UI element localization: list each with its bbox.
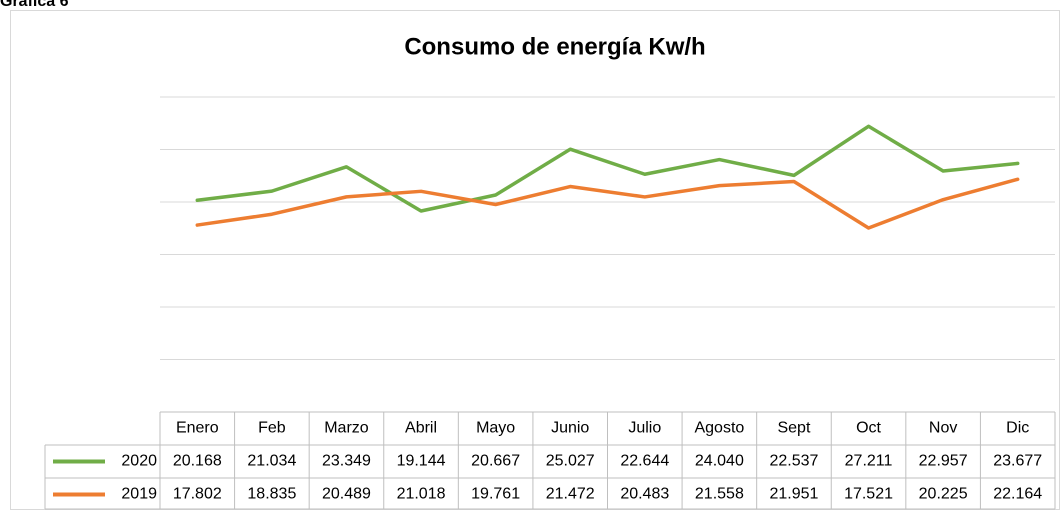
x-tick-label: Dic [1006, 420, 1029, 437]
x-tick-label: Sept [777, 420, 810, 437]
data-label: 20.225 [919, 486, 968, 503]
x-tick-label: Abril [405, 420, 437, 437]
chart-title: Consumo de energía Kw/h [404, 33, 705, 60]
data-label: 22.957 [919, 453, 968, 470]
data-label: 19.144 [397, 453, 446, 470]
legend-label: 2019 [121, 486, 157, 503]
x-tick-label: Mayo [476, 420, 515, 437]
data-label: 17.802 [173, 486, 222, 503]
data-label: 21.951 [769, 486, 818, 503]
data-label: 21.034 [247, 453, 296, 470]
data-label: 22.164 [993, 486, 1042, 503]
data-label: 22.537 [769, 453, 818, 470]
legend-label: 2020 [121, 453, 157, 470]
x-tick-label: Nov [929, 420, 957, 437]
data-label: 23.349 [322, 453, 371, 470]
x-tick-label: Marzo [324, 420, 369, 437]
data-label: 17.521 [844, 486, 893, 503]
x-tick-label: Agosto [694, 420, 744, 437]
data-label: 21.018 [397, 486, 446, 503]
data-label: 24.040 [695, 453, 744, 470]
data-label: 20.483 [620, 486, 669, 503]
x-tick-label: Julio [628, 420, 661, 437]
data-label: 22.644 [620, 453, 669, 470]
x-tick-label: Enero [176, 420, 219, 437]
data-label: 21.472 [546, 486, 595, 503]
data-label: 25.027 [546, 453, 595, 470]
x-tick-label: Oct [856, 420, 881, 437]
data-label: 19.761 [471, 486, 520, 503]
data-label: 20.489 [322, 486, 371, 503]
data-label: 20.168 [173, 453, 222, 470]
x-tick-label: Feb [258, 420, 286, 437]
chart-border [10, 10, 1060, 510]
data-label: 20.667 [471, 453, 520, 470]
data-label: 23.677 [993, 453, 1042, 470]
line-series [195, 177, 1020, 230]
data-label: 27.211 [845, 453, 893, 470]
caption: Gráfica 6 [0, 0, 69, 10]
x-tick-label: Junio [551, 420, 589, 437]
data-label: 18.835 [247, 486, 296, 503]
data-label: 21.558 [695, 486, 744, 503]
line-series [195, 124, 1020, 213]
